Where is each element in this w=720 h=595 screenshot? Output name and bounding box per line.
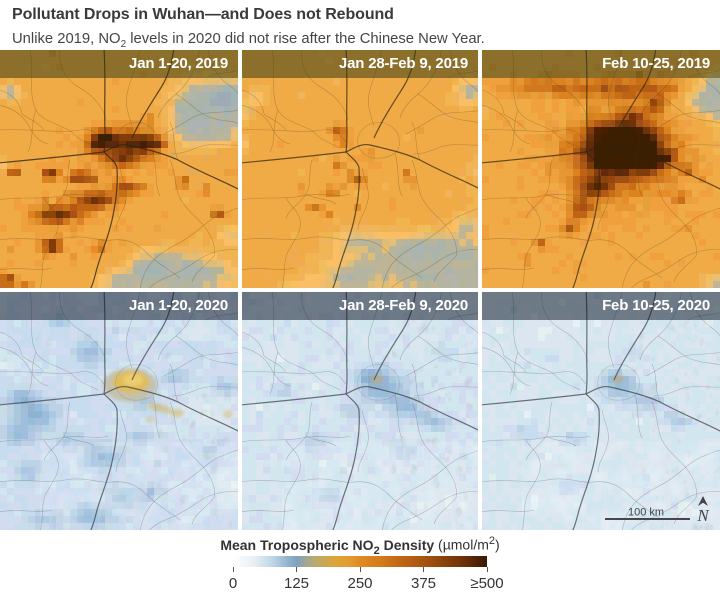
svg-text:100 km: 100 km xyxy=(628,507,664,519)
svg-text:N: N xyxy=(696,506,710,525)
